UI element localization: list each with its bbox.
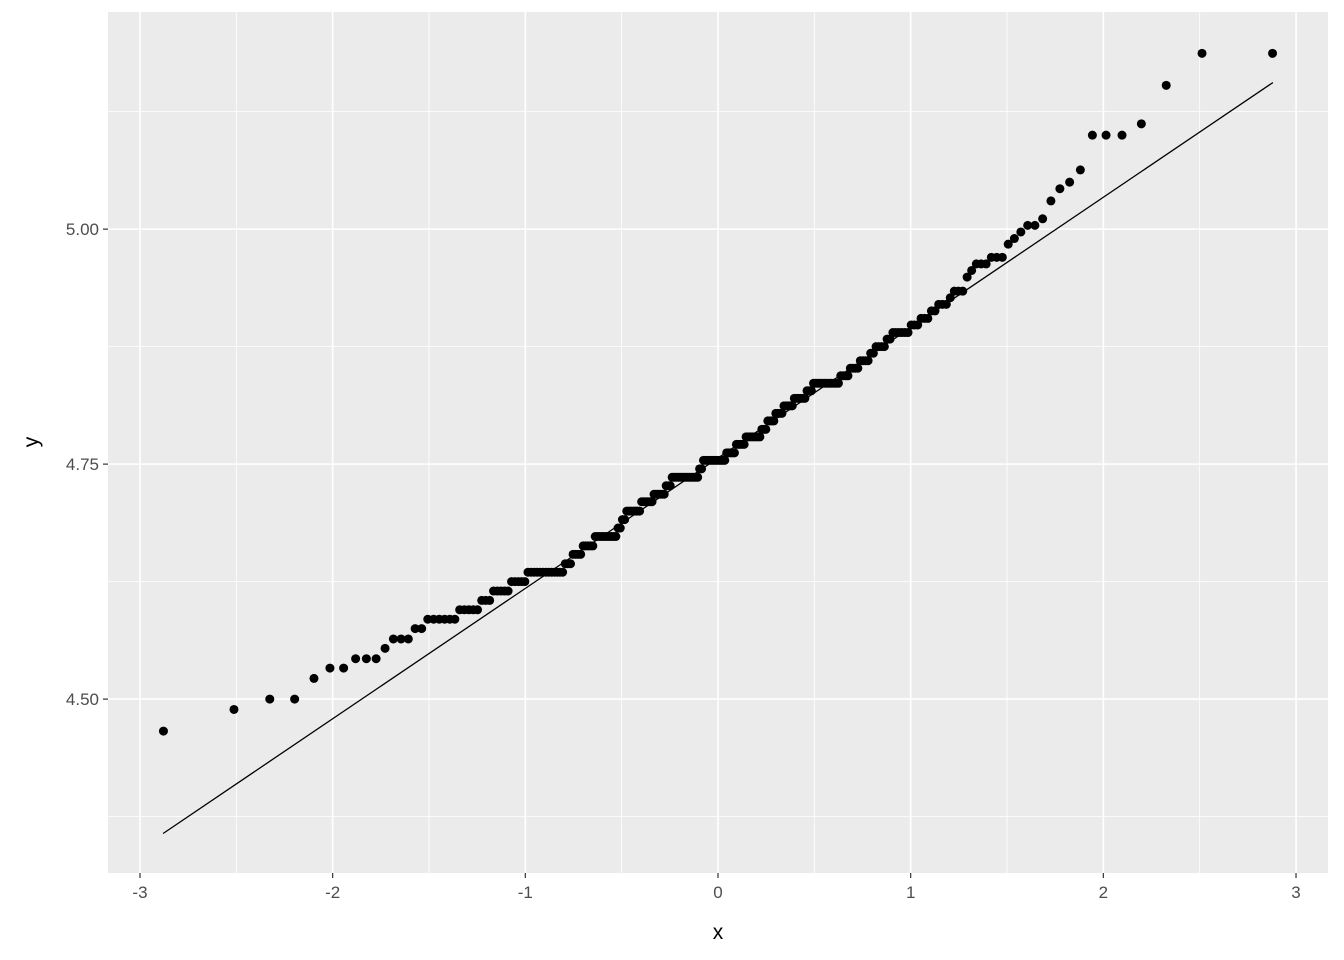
- data-point: [755, 432, 765, 442]
- data-point: [380, 643, 390, 653]
- data-point: [485, 595, 495, 605]
- data-point: [229, 704, 239, 714]
- data-point: [761, 424, 771, 434]
- data-point: [739, 439, 749, 449]
- data-point: [520, 577, 530, 587]
- y-tick-label: 5.00: [66, 220, 99, 239]
- data-point: [1046, 196, 1056, 206]
- data-point: [1117, 130, 1127, 140]
- x-tick-label: -2: [325, 883, 340, 902]
- data-point: [958, 286, 968, 296]
- data-point: [410, 624, 420, 634]
- y-axis-title: y: [20, 436, 43, 447]
- x-tick-label: -1: [518, 883, 533, 902]
- data-point: [1087, 130, 1097, 140]
- data-point: [923, 313, 933, 323]
- data-point: [339, 663, 349, 673]
- x-tick-label: 1: [906, 883, 915, 902]
- x-tick-label: -3: [132, 883, 147, 902]
- y-tick-label: 4.75: [66, 455, 99, 474]
- data-point: [945, 293, 955, 303]
- data-point: [962, 272, 972, 282]
- data-point: [997, 252, 1007, 262]
- data-point: [647, 497, 657, 507]
- data-point: [1023, 220, 1033, 230]
- y-tick-label: 4.50: [66, 690, 99, 709]
- data-point: [879, 342, 889, 352]
- data-point: [981, 259, 991, 269]
- data-point: [309, 673, 319, 683]
- data-point: [720, 455, 730, 465]
- x-tick-label: 2: [1099, 883, 1108, 902]
- data-point: [1136, 119, 1146, 129]
- data-point: [158, 726, 168, 736]
- data-point: [290, 694, 300, 704]
- data-point: [1016, 227, 1026, 237]
- data-point: [853, 363, 863, 373]
- data-point: [693, 472, 703, 482]
- data-point: [417, 624, 427, 634]
- data-points: [158, 48, 1278, 736]
- data-point: [833, 378, 843, 388]
- data-point: [665, 481, 675, 491]
- data-point: [325, 663, 335, 673]
- data-point: [566, 559, 576, 569]
- data-point: [729, 448, 739, 458]
- data-point: [777, 408, 787, 418]
- data-point: [351, 654, 361, 664]
- data-point: [697, 464, 707, 474]
- data-point: [611, 531, 621, 541]
- data-point: [1075, 165, 1085, 175]
- data-point: [1003, 239, 1013, 249]
- data-point: [371, 654, 381, 664]
- data-point: [635, 506, 645, 516]
- data-point: [388, 634, 398, 644]
- x-axis-title: x: [713, 921, 724, 944]
- data-point: [1268, 48, 1278, 58]
- data-point: [903, 328, 913, 338]
- data-point: [1197, 48, 1207, 58]
- data-point: [615, 523, 625, 533]
- data-point: [769, 416, 779, 426]
- data-point: [659, 489, 669, 499]
- data-point: [806, 386, 816, 396]
- x-axis: -3 -2 -1 0 1 2 3: [132, 873, 1301, 902]
- data-point: [396, 634, 406, 644]
- data-point: [503, 586, 513, 596]
- data-point: [1101, 130, 1111, 140]
- y-axis: 4.50 4.75 5.00: [66, 220, 108, 709]
- data-point: [930, 306, 940, 316]
- data-point: [1009, 234, 1019, 244]
- data-point: [941, 299, 951, 309]
- data-point: [620, 515, 630, 525]
- x-tick-label: 3: [1291, 883, 1300, 902]
- data-point: [403, 634, 413, 644]
- data-point: [1055, 184, 1065, 194]
- data-point: [800, 393, 810, 403]
- data-point: [473, 605, 483, 615]
- data-point: [787, 401, 797, 411]
- data-point: [576, 549, 586, 559]
- data-point: [361, 654, 371, 664]
- data-point: [1030, 220, 1040, 230]
- data-point: [450, 614, 460, 624]
- data-point: [1161, 80, 1171, 90]
- data-point: [1038, 214, 1048, 224]
- data-point: [558, 567, 568, 577]
- data-point: [863, 356, 873, 366]
- data-point: [843, 371, 853, 381]
- data-point: [967, 265, 977, 275]
- data-point: [1065, 177, 1075, 187]
- x-tick-label: 0: [713, 883, 722, 902]
- data-point: [265, 694, 275, 704]
- data-point: [588, 541, 598, 551]
